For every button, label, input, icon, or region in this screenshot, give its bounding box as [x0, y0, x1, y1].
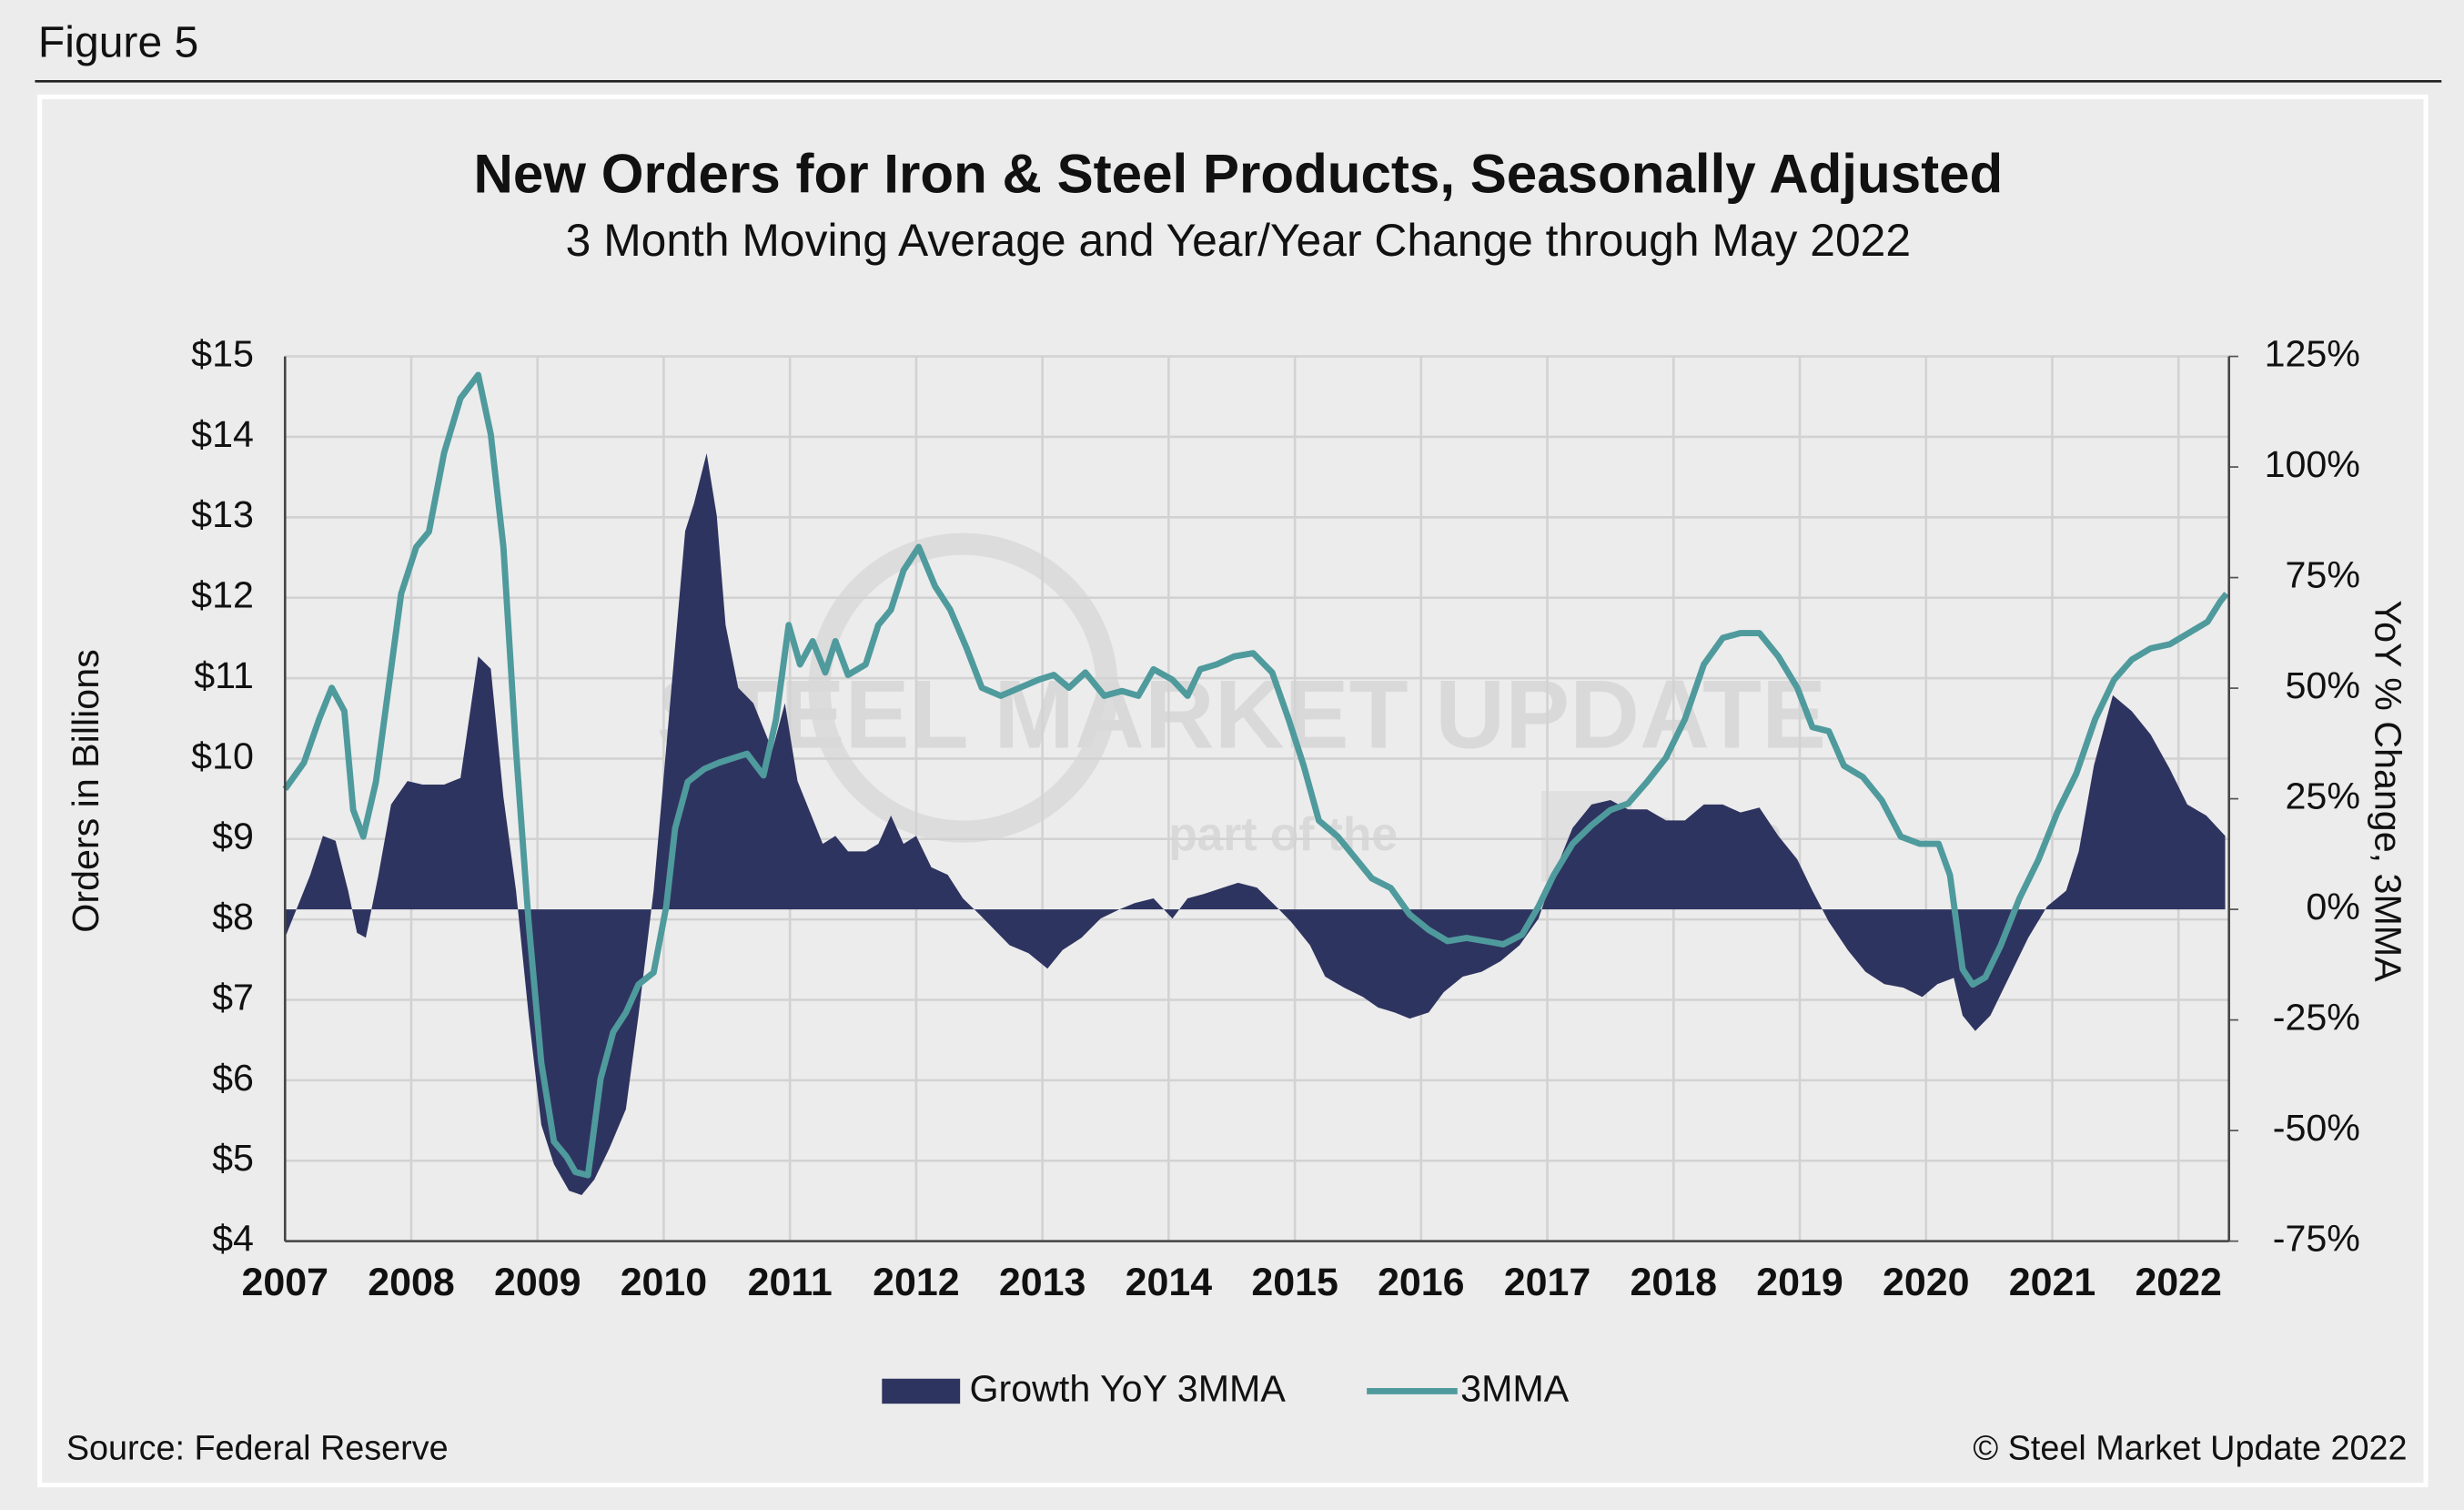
y-tick-label: $10	[191, 735, 254, 776]
y2-tick-label: 50%	[2285, 664, 2359, 706]
watermark-subtext: part of the	[1168, 807, 1398, 860]
x-tick-label: 2020	[1883, 1261, 1970, 1304]
x-tick-label: 2018	[1631, 1261, 1717, 1304]
copyright-note: © Steel Market Update 2022	[1973, 1430, 2407, 1468]
figure-label: Figure 5	[38, 18, 198, 67]
watermark-logo	[808, 532, 1118, 843]
y-tick-label: $15	[191, 332, 254, 374]
y-tick-label: $11	[194, 654, 254, 696]
x-tick-label: 2011	[748, 1261, 833, 1304]
y2-tick-label: 100%	[2265, 443, 2360, 485]
y-tick-label: $7	[212, 976, 254, 1018]
y2-tick-label: 125%	[2265, 332, 2360, 374]
x-tick-label: 2022	[2135, 1261, 2222, 1304]
legend-label: 3MMA	[1460, 1367, 1570, 1409]
x-tick-label: 2008	[368, 1261, 455, 1304]
chart-subtitle: 3 Month Moving Average and Year/Year Cha…	[566, 215, 1911, 266]
y-tick-label: $12	[191, 574, 254, 616]
y-tick-label: $4	[212, 1217, 254, 1259]
y2-tick-label: -25%	[2273, 996, 2360, 1038]
x-tick-label: 2010	[621, 1261, 708, 1304]
x-tick-label: 2015	[1251, 1261, 1338, 1304]
legend-swatch	[882, 1378, 961, 1404]
legend-label: Growth YoY 3MMA	[969, 1367, 1286, 1409]
x-tick-label: 2009	[494, 1261, 581, 1304]
y2-tick-label: 25%	[2285, 775, 2359, 816]
x-tick-label: 2013	[999, 1261, 1086, 1304]
y-axis-label: Orders in Billions	[65, 649, 106, 932]
x-tick-label: 2016	[1378, 1261, 1465, 1304]
y-tick-label: $8	[212, 896, 254, 937]
y-tick-label: $13	[191, 493, 254, 535]
x-tick-label: 2019	[1756, 1261, 1843, 1304]
x-tick-label: 2014	[1126, 1261, 1213, 1304]
x-tick-label: 2012	[873, 1261, 960, 1304]
x-tick-label: 2007	[242, 1261, 329, 1304]
y2-tick-label: -50%	[2273, 1107, 2360, 1149]
y-tick-label: $6	[212, 1057, 254, 1099]
y-tick-label: $14	[191, 413, 254, 455]
y-tick-label: $9	[212, 816, 254, 857]
y2-tick-label: 75%	[2285, 553, 2359, 595]
y2-axis-label: YoY % Change, 3MMA	[2368, 600, 2409, 982]
y2-tick-label: 0%	[2306, 886, 2360, 927]
x-tick-label: 2021	[2009, 1261, 2096, 1304]
x-tick-label: 2017	[1504, 1261, 1591, 1304]
source-note: Source: Federal Reserve	[66, 1430, 449, 1468]
y2-tick-label: -75%	[2273, 1217, 2360, 1259]
line	[282, 371, 2229, 1179]
watermark-text: STEEL MARKET UPDATE	[657, 661, 1827, 769]
chart-title: New Orders for Iron & Steel Products, Se…	[473, 144, 2003, 205]
y-tick-label: $5	[212, 1137, 254, 1179]
